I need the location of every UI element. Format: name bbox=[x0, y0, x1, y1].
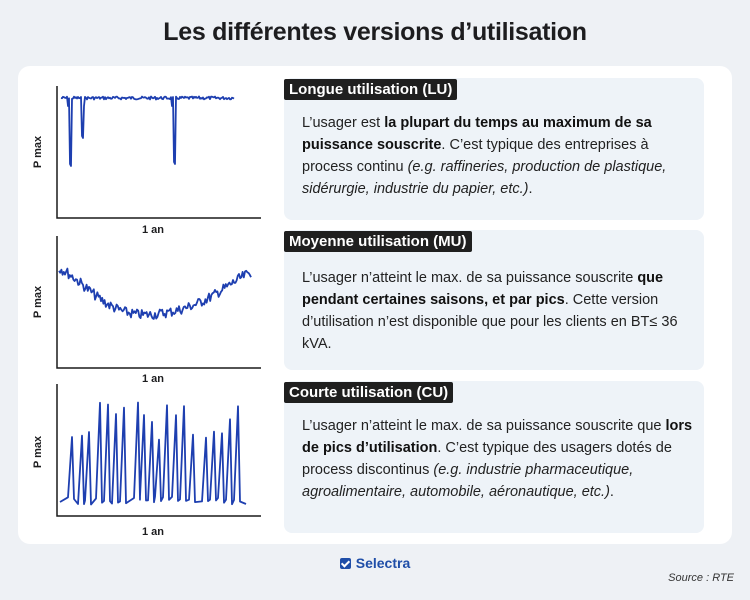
section-medium-usage: L’usager n’atteint le max. de sa puissan… bbox=[284, 230, 704, 370]
graph-long-usage bbox=[56, 86, 261, 221]
section-title: Moyenne utilisation (MU) bbox=[284, 231, 472, 252]
section-description: L’usager est la plupart du temps au maxi… bbox=[302, 115, 667, 197]
long-usage-curve bbox=[56, 86, 261, 219]
medium-usage-curve bbox=[56, 236, 261, 369]
x-axis-label: 1 an bbox=[142, 224, 165, 236]
selectra-logo[interactable]: Selectra bbox=[0, 555, 750, 571]
graph-medium-usage bbox=[56, 236, 261, 371]
section-title: Courte utilisation (CU) bbox=[284, 382, 454, 403]
graph-short-usage bbox=[56, 384, 261, 519]
page-title: Les différentes versions d’utilisation bbox=[163, 18, 587, 46]
short-usage-curve bbox=[56, 384, 261, 517]
check-icon bbox=[339, 558, 351, 569]
y-axis-label: P max bbox=[32, 435, 45, 469]
section-short-usage: L’usager n’atteint le max. de sa puissan… bbox=[284, 381, 704, 533]
section-long-usage: L’usager est la plupart du temps au maxi… bbox=[284, 78, 704, 220]
y-axis-label: P max bbox=[32, 135, 45, 169]
y-axis-label: P max bbox=[32, 285, 45, 319]
section-title: Longue utilisation (LU) bbox=[284, 79, 458, 100]
logo-text: Selectra bbox=[355, 555, 411, 571]
section-description: L’usager n’atteint le max. de sa puissan… bbox=[302, 418, 693, 500]
source-note: Source : RTE bbox=[668, 572, 734, 584]
x-axis-label: 1 an bbox=[142, 373, 165, 385]
x-axis-label: 1 an bbox=[142, 526, 165, 538]
section-description: L’usager n’atteint le max. de sa puissan… bbox=[302, 270, 678, 352]
